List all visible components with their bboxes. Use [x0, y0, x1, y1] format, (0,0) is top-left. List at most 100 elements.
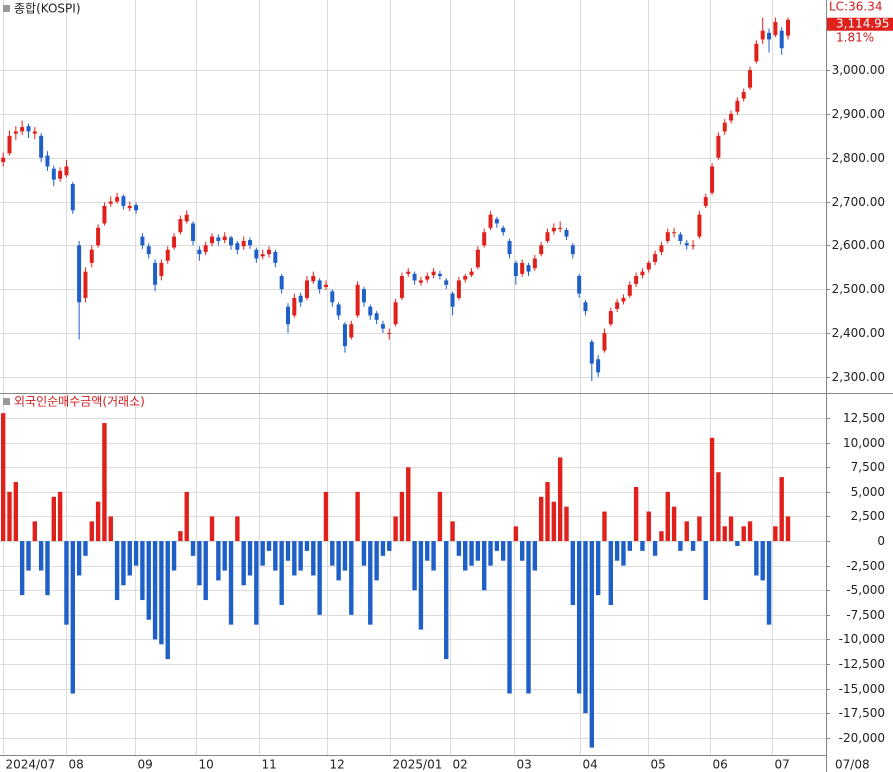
bar: [640, 541, 645, 551]
bar: [89, 521, 94, 542]
bar: [399, 491, 405, 542]
bar: [444, 541, 449, 660]
bar: [355, 491, 360, 542]
candle-body: [710, 166, 715, 193]
bar: [431, 541, 436, 571]
candle-body: [456, 280, 461, 298]
bar: [469, 541, 474, 566]
candle-body: [659, 245, 664, 252]
bar: [766, 541, 772, 625]
candle-body: [646, 262, 651, 270]
bar: [519, 541, 525, 561]
candle-body: [235, 243, 240, 250]
candle-body: [551, 227, 556, 232]
candle-body: [406, 271, 411, 274]
y-tick-label: -15,000: [839, 682, 885, 696]
candle-body: [463, 276, 468, 280]
candle-body: [425, 276, 430, 280]
candle-body: [32, 131, 37, 134]
bar: [19, 541, 25, 596]
candle-body: [267, 249, 272, 255]
candle-body: [311, 276, 316, 282]
y-tick-label: 2,500: [851, 509, 885, 523]
bar: [716, 472, 721, 542]
candle-body: [58, 170, 63, 179]
candle-body: [444, 280, 449, 285]
bar: [418, 541, 424, 630]
candle-body: [678, 234, 683, 241]
panel-title: 종합(KOSPI): [14, 2, 81, 16]
candle-body: [89, 249, 94, 263]
candle-body: [222, 236, 227, 241]
candle-body: [298, 295, 303, 303]
bar: [13, 482, 19, 542]
change-pct-label: 1.81%: [836, 31, 874, 45]
candle-body: [418, 280, 423, 283]
candle-body: [108, 201, 113, 204]
x-tick-label: 11: [262, 758, 277, 772]
candle-body: [729, 113, 734, 121]
candle-body: [273, 251, 278, 263]
candle-body: [172, 236, 177, 248]
candle-body: [545, 232, 550, 241]
panel-title: 외국인순매수금액(거래소): [14, 395, 145, 409]
bar: [779, 477, 784, 542]
candle-body: [7, 135, 12, 154]
bar: [393, 516, 398, 542]
candle-body: [146, 246, 151, 255]
candle-body: [241, 240, 246, 247]
candle-body: [469, 271, 474, 276]
bar: [760, 541, 765, 581]
candle-body: [488, 214, 493, 228]
candle-body: [153, 262, 158, 285]
candle-body: [393, 302, 398, 325]
bar: [241, 541, 246, 586]
bar: [659, 531, 664, 542]
candle-body: [615, 302, 620, 309]
candle-body: [349, 324, 354, 338]
bar: [564, 506, 569, 542]
bar: [317, 541, 322, 615]
candle-body: [691, 245, 696, 247]
bar: [728, 516, 734, 542]
bar: [665, 491, 670, 542]
bar: [500, 541, 506, 561]
candle-body: [178, 219, 183, 233]
bar: [703, 541, 708, 601]
candle-body: [203, 245, 208, 252]
bar: [570, 541, 576, 605]
bar: [133, 541, 139, 566]
bar: [127, 541, 132, 576]
candle-body: [216, 237, 221, 241]
bar: [380, 541, 386, 556]
bar: [614, 541, 620, 561]
candle-body: [539, 245, 544, 255]
bar: [538, 496, 544, 542]
y-tick-label: -12,500: [839, 657, 885, 671]
bar: [76, 541, 82, 576]
bar: [374, 541, 379, 581]
y-tick-label: 3,000.00: [832, 63, 885, 77]
candle-body: [229, 237, 234, 246]
y-tick-label: -7,500: [846, 608, 885, 622]
y-tick-label: 2,400.00: [832, 326, 885, 340]
bar: [247, 541, 253, 576]
bar: [494, 541, 500, 551]
candle-body: [570, 245, 575, 255]
bar: [463, 541, 468, 571]
bar: [7, 491, 12, 542]
x-tick-label: 02: [453, 758, 468, 772]
y-tick-label: 0: [877, 534, 885, 548]
candle-body: [703, 197, 708, 206]
bar: [190, 541, 196, 556]
candle-body: [558, 227, 563, 229]
bar: [184, 491, 189, 542]
bar: [735, 541, 740, 546]
bar: [583, 541, 588, 714]
candle-body: [621, 297, 626, 302]
y-tick-label: -5,000: [846, 583, 885, 597]
bar: [178, 531, 183, 542]
bar: [361, 541, 367, 566]
bar: [412, 541, 417, 591]
